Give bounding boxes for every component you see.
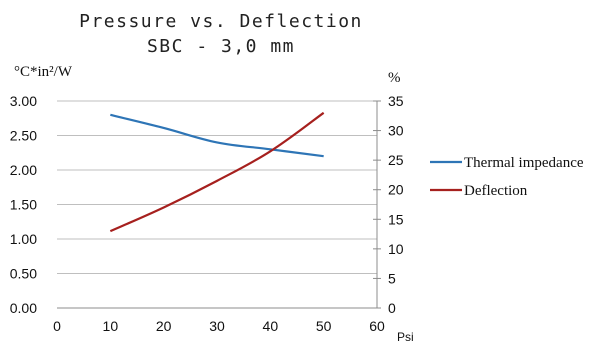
x-tick-label: 20 bbox=[156, 318, 172, 334]
y-right-tick-labels: 0 5 10 15 20 25 30 35 bbox=[388, 93, 404, 316]
x-tick-label: 10 bbox=[103, 318, 119, 334]
legend-label: Thermal impedance bbox=[464, 155, 584, 171]
y-right-unit-label: % bbox=[388, 70, 401, 86]
y-right-tick-label: 25 bbox=[388, 152, 404, 168]
x-tick-label: 40 bbox=[263, 318, 279, 334]
gridlines bbox=[57, 100, 377, 274]
legend-label: Deflection bbox=[464, 183, 528, 199]
chart-subtitle: SBC - 3,0 mm bbox=[147, 36, 295, 57]
series-line-1 bbox=[110, 113, 324, 158]
legend: Thermal impedance Deflection bbox=[430, 155, 584, 199]
y-right-tick-label: 15 bbox=[388, 211, 404, 227]
x-tick-label: 60 bbox=[369, 318, 385, 334]
y-right-tick-label: 20 bbox=[388, 182, 404, 198]
y-left-tick-label: 1.00 bbox=[10, 231, 37, 247]
y-left-tick-label: 2.00 bbox=[10, 162, 37, 178]
x-tick-label: 0 bbox=[53, 318, 61, 334]
y-right-tick-label: 10 bbox=[388, 241, 404, 257]
y-left-unit-label: °C*in²/W bbox=[14, 64, 73, 80]
chart-titles: Pressure vs. Deflection SBC - 3,0 mm bbox=[79, 11, 363, 57]
x-tick-label: 50 bbox=[316, 318, 332, 334]
y-left-tick-label: 0.00 bbox=[10, 300, 37, 316]
y-left-tick-labels: 0.00 0.50 1.00 1.50 2.00 2.50 3.00 bbox=[10, 93, 37, 316]
axes bbox=[57, 100, 381, 309]
y-right-tick-label: 0 bbox=[388, 300, 396, 316]
y-right-tick-label: 35 bbox=[388, 93, 404, 109]
y-left-tick-label: 2.50 bbox=[10, 128, 37, 144]
x-unit-label: Psi bbox=[397, 330, 414, 343]
y-left-tick-label: 3.00 bbox=[10, 93, 37, 109]
y-right-tick-label: 5 bbox=[388, 270, 396, 286]
x-tick-labels: 0 10 20 30 40 50 60 bbox=[53, 318, 385, 334]
y-right-tick-label: 30 bbox=[388, 123, 404, 139]
y-left-tick-label: 0.50 bbox=[10, 266, 37, 282]
x-tick-label: 30 bbox=[209, 318, 225, 334]
series-line-2 bbox=[109, 111, 325, 233]
series-lines bbox=[109, 111, 325, 233]
chart-title: Pressure vs. Deflection bbox=[79, 11, 363, 32]
y-left-tick-label: 1.50 bbox=[10, 197, 37, 213]
